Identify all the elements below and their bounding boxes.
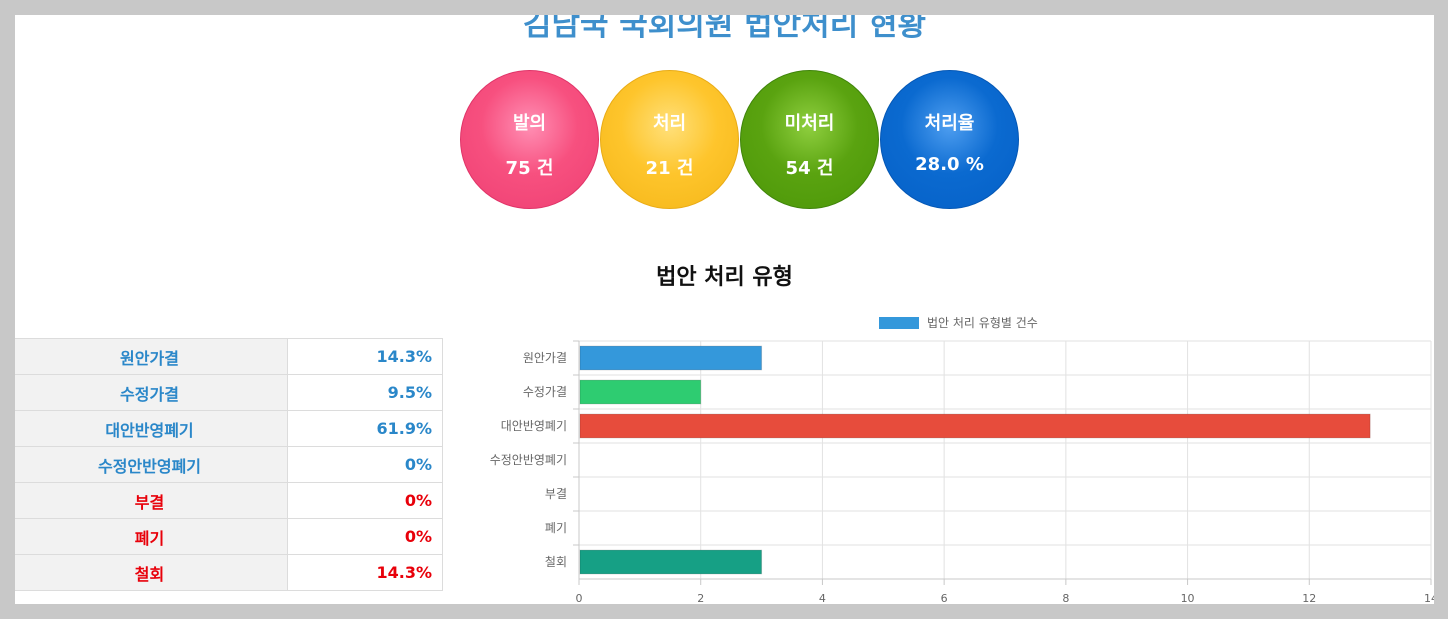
page-title: 김남국 국회의원 법안처리 현황 <box>522 15 927 43</box>
x-tick-label: 0 <box>576 592 583 604</box>
table-cell-value: 61.9% <box>287 410 443 447</box>
table-cell-value: 9.5% <box>287 374 443 411</box>
x-tick-label: 8 <box>1062 592 1069 604</box>
summary-proposed: 발의 75 건 <box>460 70 599 209</box>
table-cell-name: 대안반영폐기 <box>15 410 288 447</box>
y-tick-label: 원안가결 <box>523 351 567 365</box>
bar-chart: 법안 처리 유형별 건수 0 2 4 6 8 10 12 14 원안가결수정가결대안반영폐기수정안… <box>490 316 1434 604</box>
table-row: 철회 14.3% <box>15 554 443 591</box>
y-tick-label: 폐기 <box>545 521 567 535</box>
page: 김남국 국회의원 법안처리 현황 발의 75 건 처리 21 건 미처리 54 … <box>15 15 1434 604</box>
table-row: 대안반영폐기 61.9% <box>15 410 443 447</box>
summary-unprocessed: 미처리 54 건 <box>740 70 879 209</box>
table-row: 수정안반영폐기 0% <box>15 446 443 483</box>
summary-proposed-value: 75 건 <box>505 158 554 179</box>
table-row: 폐기 0% <box>15 518 443 555</box>
summary-processed-value: 21 건 <box>645 158 694 179</box>
y-tick-label: 수정안반영폐기 <box>490 453 567 467</box>
table-cell-value: 0% <box>287 482 443 519</box>
table-cell-name: 원안가결 <box>15 338 288 375</box>
table-cell-name: 철회 <box>15 554 288 591</box>
legend-label: 법안 처리 유형별 건수 <box>927 316 1038 330</box>
table-cell-value: 14.3% <box>287 554 443 591</box>
legend-swatch <box>879 317 919 329</box>
summary-unprocessed-value: 54 건 <box>785 158 834 179</box>
table-row: 원안가결 14.3% <box>15 338 443 375</box>
x-tick-label: 2 <box>697 592 704 604</box>
x-tick-label: 6 <box>941 592 948 604</box>
table-cell-name: 폐기 <box>15 518 288 555</box>
y-tick-label: 부결 <box>545 487 567 501</box>
bar <box>579 345 763 371</box>
summary-rate: 처리율 28.0 % <box>880 70 1019 209</box>
y-tick-label: 수정가결 <box>523 385 567 399</box>
x-tick-label: 14 <box>1424 592 1434 604</box>
stats-table: 원안가결 14.3% 수정가결 9.5% 대안반영폐기 61.9% 수정안반영폐… <box>15 338 443 591</box>
table-cell-name: 부결 <box>15 482 288 519</box>
summary-unprocessed-label: 미처리 <box>784 113 835 134</box>
table-cell-value: 14.3% <box>287 338 443 375</box>
table-cell-value: 0% <box>287 446 443 483</box>
table-cell-name: 수정안반영폐기 <box>15 446 288 483</box>
summary-rate-value: 28.0 % <box>915 154 984 175</box>
bar <box>579 549 763 575</box>
summary-processed-label: 처리 <box>652 113 687 134</box>
x-tick-label: 4 <box>819 592 826 604</box>
x-tick-label: 12 <box>1302 592 1316 604</box>
bar <box>579 379 702 405</box>
table-cell-name: 수정가결 <box>15 374 288 411</box>
summary-proposed-label: 발의 <box>512 113 547 134</box>
x-tick-label: 10 <box>1181 592 1195 604</box>
section-title: 법안 처리 유형 <box>656 265 793 290</box>
table-row: 부결 0% <box>15 482 443 519</box>
table-row: 수정가결 9.5% <box>15 374 443 411</box>
table-cell-value: 0% <box>287 518 443 555</box>
bar <box>579 413 1371 439</box>
summary-rate-label: 처리율 <box>924 113 975 134</box>
y-tick-label: 대안반영폐기 <box>501 419 567 433</box>
y-tick-label: 철회 <box>545 555 567 569</box>
summary-processed: 처리 21 건 <box>600 70 739 209</box>
